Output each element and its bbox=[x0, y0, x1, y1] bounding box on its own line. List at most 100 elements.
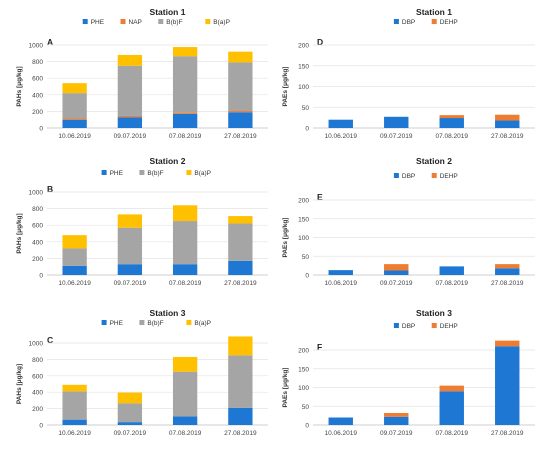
panel-c-legend-label: B(a)P bbox=[194, 320, 211, 327]
panel-b-legend-swatch bbox=[139, 170, 145, 175]
panel-b-bar-bbf bbox=[62, 248, 87, 266]
panel-f-title: Station 3 bbox=[416, 308, 452, 318]
panel-d-x-tick-label: 27.08.2019 bbox=[491, 133, 524, 140]
panel-a-bar-bap bbox=[62, 83, 87, 94]
panel-a-bar-phe bbox=[172, 113, 198, 128]
panel-c-x-tick-label: 09.07.2019 bbox=[114, 430, 147, 437]
panel-a-y-tick-label: 800 bbox=[32, 59, 43, 66]
panel-f-bar-dehp bbox=[495, 340, 520, 347]
panel-d-bar-dbp bbox=[328, 119, 353, 128]
panel-b-legend-label: B(a)P bbox=[194, 170, 211, 177]
panel-d-y-tick-label: 150 bbox=[298, 63, 309, 70]
panel-c-bar-bbf bbox=[62, 391, 87, 420]
panel-d-bar-dbp bbox=[439, 118, 464, 128]
panel-a-x-tick-label: 07.08.2019 bbox=[169, 133, 202, 140]
panel-f-x-tick-label: 09.07.2019 bbox=[380, 430, 413, 437]
panel-d-bar-dehp bbox=[495, 114, 520, 121]
panel-f-y-tick-label: 150 bbox=[298, 366, 309, 373]
panel-d-title: Station 1 bbox=[416, 7, 452, 17]
panel-b-legend-swatch bbox=[101, 170, 107, 175]
panel-c-bar-phe bbox=[62, 419, 87, 425]
panel-a-bar-bbf bbox=[117, 65, 143, 116]
panel-a-legend-swatch bbox=[82, 19, 88, 24]
panel-c-y-tick-label: 200 bbox=[32, 406, 43, 413]
panel-c-bar-bap bbox=[117, 392, 143, 404]
panel-b-x-tick-label: 09.07.2019 bbox=[114, 280, 147, 287]
panel-b-bar-phe bbox=[228, 260, 253, 275]
panel-a-bar-phe bbox=[117, 117, 143, 128]
panel-c-legend-swatch bbox=[186, 320, 192, 325]
panel-c-y-tick-label: 600 bbox=[32, 373, 43, 380]
panel-b-y-tick-label: 0 bbox=[39, 273, 43, 280]
panel-a-y-axis-label: PAHs [μg/kg] bbox=[16, 66, 23, 106]
panel-a-bar-bbf bbox=[228, 62, 253, 111]
panel-e-y-tick-label: 150 bbox=[298, 216, 309, 223]
panel-e-letter: E bbox=[317, 192, 323, 202]
panel-e-x-tick-label: 10.06.2019 bbox=[324, 280, 357, 287]
panel-b-bar-bap bbox=[117, 214, 143, 228]
panel-b-bar-bbf bbox=[172, 221, 198, 265]
panel-b-y-tick-label: 200 bbox=[32, 256, 43, 263]
panel-a-bar-phe bbox=[62, 119, 87, 128]
panel-e-legend-swatch bbox=[393, 173, 399, 178]
panel-a: Station 1 PHE NAP B(b)F B(a)P A 0 200 400 600 800 1… bbox=[16, 7, 268, 140]
panel-f-y-tick-label: 50 bbox=[302, 404, 310, 411]
panel-f-legend-swatch bbox=[431, 323, 437, 328]
panel-c-bar-bbf bbox=[228, 355, 253, 408]
panel-f-bar-dehp bbox=[439, 385, 464, 392]
panel-e-x-tick-label: 09.07.2019 bbox=[380, 280, 413, 287]
panel-c-bar-phe bbox=[228, 407, 253, 425]
panel-f-x-tick-label: 10.06.2019 bbox=[324, 430, 357, 437]
panel-a-legend-label: B(b)F bbox=[166, 19, 182, 26]
panel-e-legend-label: DEHP bbox=[440, 173, 458, 180]
panel-d-y-tick-label: 200 bbox=[298, 43, 309, 50]
panel-c-bar-bap bbox=[228, 336, 253, 356]
panel-f-y-tick-label: 0 bbox=[305, 423, 309, 430]
panel-c-y-axis-label: PAHs [μg/kg] bbox=[16, 364, 23, 404]
panel-b-title: Station 2 bbox=[150, 156, 186, 166]
panel-e-y-tick-label: 50 bbox=[302, 254, 310, 261]
panel-a-legend-swatch bbox=[158, 19, 164, 24]
panel-f-bar-dbp bbox=[328, 417, 353, 425]
panel-b-legend-swatch bbox=[186, 170, 192, 175]
panel-a-bar-nap bbox=[172, 112, 198, 114]
panel-d-y-tick-label: 0 bbox=[305, 126, 309, 133]
panel-c-x-tick-label: 27.08.2019 bbox=[224, 430, 257, 437]
panel-b-bar-bbf bbox=[117, 227, 143, 265]
panel-e-bar-dbp bbox=[328, 270, 353, 275]
panel-b-bar-phe bbox=[172, 264, 198, 275]
panel-a-bar-phe bbox=[228, 112, 253, 128]
panel-b-y-tick-label: 600 bbox=[32, 223, 43, 230]
panel-b-letter: B bbox=[47, 184, 53, 194]
panel-f-y-axis-label: PAEs [μg/kg] bbox=[282, 368, 289, 408]
panel-f-legend-label: DEHP bbox=[440, 323, 458, 330]
panel-e-bar-dehp bbox=[495, 264, 520, 269]
panel-c-bar-bbf bbox=[117, 403, 143, 423]
panel-c-bar-bbf bbox=[172, 371, 198, 417]
panel-c-y-tick-label: 400 bbox=[32, 390, 43, 397]
panel-c-bar-bap bbox=[172, 356, 198, 372]
panel-d-y-axis-label: PAEs [μg/kg] bbox=[282, 67, 289, 107]
panel-d-legend-label: DBP bbox=[402, 19, 415, 26]
panel-c-legend-label: PHE bbox=[110, 320, 124, 327]
panel-a-letter: A bbox=[47, 37, 53, 47]
panel-a-x-tick-label: 09.07.2019 bbox=[114, 133, 147, 140]
panel-d-x-tick-label: 09.07.2019 bbox=[380, 133, 413, 140]
panel-a-legend-label: PHE bbox=[91, 19, 105, 26]
panel-f-bar-dbp bbox=[384, 416, 409, 425]
panel-a-y-tick-label: 400 bbox=[32, 92, 43, 99]
panel-b-bar-bap bbox=[228, 216, 253, 224]
panel-a-bar-bap bbox=[172, 47, 198, 57]
panel-c-title: Station 3 bbox=[150, 308, 186, 318]
panel-b: Station 2 PHE B(b)F B(a)P B 0 200 400 600 800 1000… bbox=[16, 156, 268, 287]
panel-d-bar-dbp bbox=[384, 116, 409, 128]
panel-e-legend-label: DBP bbox=[402, 173, 415, 180]
panel-c-legend-swatch bbox=[101, 320, 107, 325]
panel-c-legend-swatch bbox=[139, 320, 145, 325]
panel-b-legend-label: B(b)F bbox=[147, 170, 163, 177]
panel-f-bar-dehp bbox=[384, 413, 409, 417]
